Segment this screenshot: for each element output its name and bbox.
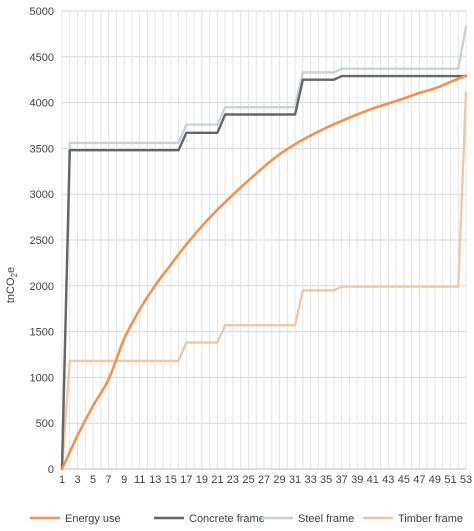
x-tick-label-4: 9 [121,474,127,486]
series-line-2 [60,25,468,471]
y-tick-label-1: 500 [36,418,54,430]
y-tick-label-0: 0 [48,464,54,476]
x-tick-label-13: 27 [258,474,270,486]
x-tick-label-1: 3 [74,474,80,486]
x-tick-label-19: 39 [351,474,363,486]
series-lines [60,25,468,471]
x-tick-label-24: 49 [429,474,441,486]
legend: Energy use Concrete frame Steel frame Timbe… [30,513,463,525]
y-tick-label-7: 3500 [30,143,54,155]
x-tick-label-0: 1 [59,474,65,486]
y-axis-label-main: tnCO [5,277,17,303]
x-tick-label-26: 53 [460,474,472,486]
x-tick-label-9: 19 [196,474,208,486]
x-tick-label-8: 17 [180,474,192,486]
x-axis-ticks: 1 3 5 7 9 11 13 15 17 19 21 23 25 27 29 31 33 35 37 39 41 43 4… [59,474,472,486]
y-tick-label-9: 4500 [30,52,54,64]
legend-label-3: Timber frame [398,513,463,525]
x-tick-label-15: 31 [289,474,301,486]
series-line-0 [60,74,468,471]
y-tick-label-6: 3000 [30,189,54,201]
y-axis-label: tnCO2e [5,267,19,303]
x-tick-label-12: 25 [242,474,254,486]
y-tick-label-10: 5000 [30,6,54,18]
series-line-3 [60,91,468,471]
legend-label-0: Energy use [65,513,121,525]
x-tick-label-14: 29 [273,474,285,486]
x-tick-label-23: 47 [413,474,425,486]
y-tick-label-3: 1500 [30,327,54,339]
y-axis-label-tail: e [5,267,17,273]
y-tick-label-4: 2000 [30,281,54,293]
x-tick-label-20: 41 [367,474,379,486]
y-tick-label-2: 1000 [30,372,54,384]
y-tick-label-8: 4000 [30,98,54,110]
legend-label-1: Concrete frame [189,513,265,525]
x-tick-label-2: 5 [90,474,96,486]
x-tick-label-18: 37 [336,474,348,486]
x-tick-label-21: 43 [382,474,394,486]
gridlines [61,10,467,470]
y-tick-label-5: 2500 [30,235,54,247]
x-tick-label-22: 45 [398,474,410,486]
x-tick-label-3: 7 [106,474,112,486]
series-line-1 [60,74,468,471]
x-tick-label-11: 23 [227,474,239,486]
x-tick-label-17: 35 [320,474,332,486]
x-tick-label-7: 15 [165,474,177,486]
x-tick-label-10: 21 [211,474,223,486]
x-tick-label-6: 13 [149,474,161,486]
y-axis-ticks: 0 500 1000 1500 2000 2500 3000 3500 4000 4500 5000 [30,6,54,476]
x-tick-label-25: 51 [444,474,456,486]
x-tick-label-16: 33 [304,474,316,486]
y-axis-label-sub: 2 [10,272,19,277]
x-tick-label-5: 11 [134,474,145,486]
legend-label-2: Steel frame [298,513,354,525]
